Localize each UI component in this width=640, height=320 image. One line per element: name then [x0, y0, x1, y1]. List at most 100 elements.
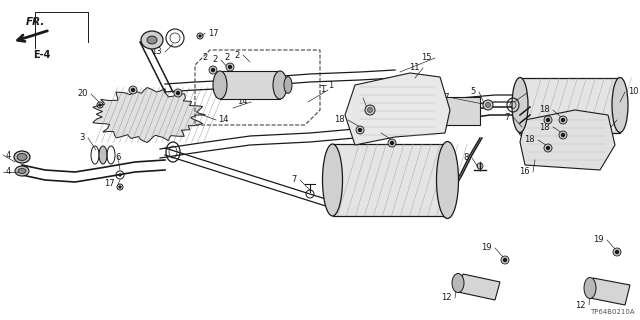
- Text: 2: 2: [212, 55, 218, 65]
- Text: 1: 1: [320, 85, 325, 94]
- Text: 4: 4: [6, 167, 12, 177]
- Circle shape: [390, 141, 394, 145]
- Circle shape: [547, 147, 550, 149]
- Text: 19: 19: [481, 244, 492, 252]
- Text: 6: 6: [115, 153, 121, 162]
- Polygon shape: [345, 73, 450, 145]
- Circle shape: [487, 104, 489, 106]
- Text: 1: 1: [328, 81, 333, 90]
- Text: 11: 11: [410, 63, 420, 73]
- Circle shape: [356, 126, 364, 134]
- Text: 19: 19: [593, 236, 604, 244]
- Circle shape: [199, 35, 201, 37]
- Text: 18: 18: [334, 116, 345, 124]
- Circle shape: [129, 86, 137, 94]
- Circle shape: [613, 248, 621, 256]
- Text: 18: 18: [540, 123, 550, 132]
- Text: 16: 16: [520, 167, 530, 177]
- Polygon shape: [458, 274, 500, 300]
- Ellipse shape: [436, 141, 458, 219]
- Ellipse shape: [147, 36, 157, 44]
- Circle shape: [228, 66, 232, 68]
- Circle shape: [99, 104, 101, 106]
- Text: E-4: E-4: [33, 50, 51, 60]
- Circle shape: [501, 256, 509, 264]
- FancyBboxPatch shape: [333, 144, 447, 216]
- Circle shape: [504, 259, 506, 261]
- Text: 15: 15: [422, 53, 432, 62]
- Text: 20: 20: [77, 90, 88, 99]
- Text: 14: 14: [218, 116, 228, 124]
- Text: 12: 12: [442, 293, 452, 302]
- Ellipse shape: [15, 166, 29, 176]
- Circle shape: [547, 118, 550, 122]
- Ellipse shape: [99, 146, 107, 164]
- Text: TP64B0210A: TP64B0210A: [590, 309, 635, 315]
- Circle shape: [226, 63, 234, 71]
- Circle shape: [388, 139, 396, 147]
- Ellipse shape: [323, 144, 342, 216]
- Text: 13: 13: [152, 47, 162, 57]
- Circle shape: [119, 174, 121, 176]
- Text: 17: 17: [440, 93, 450, 102]
- FancyBboxPatch shape: [390, 97, 480, 125]
- Ellipse shape: [365, 105, 375, 115]
- Ellipse shape: [367, 108, 372, 113]
- Circle shape: [369, 109, 371, 111]
- Circle shape: [119, 186, 121, 188]
- Circle shape: [559, 116, 567, 124]
- Ellipse shape: [17, 154, 27, 161]
- Circle shape: [544, 144, 552, 152]
- Text: 12: 12: [575, 300, 586, 309]
- Text: 10: 10: [628, 87, 639, 97]
- Text: 2: 2: [202, 53, 207, 62]
- Circle shape: [211, 68, 214, 71]
- Circle shape: [177, 92, 179, 94]
- Text: 2: 2: [225, 53, 230, 62]
- Text: 18: 18: [367, 129, 378, 138]
- Polygon shape: [93, 87, 205, 142]
- FancyBboxPatch shape: [520, 77, 620, 132]
- Text: 14: 14: [237, 98, 248, 107]
- Text: 17: 17: [208, 28, 219, 37]
- Circle shape: [358, 129, 362, 132]
- Text: 4: 4: [6, 150, 12, 159]
- Text: 5: 5: [355, 93, 360, 102]
- Polygon shape: [590, 278, 630, 305]
- Ellipse shape: [273, 71, 287, 99]
- Circle shape: [559, 131, 567, 139]
- Circle shape: [561, 118, 564, 122]
- Ellipse shape: [452, 274, 464, 292]
- Ellipse shape: [483, 100, 493, 110]
- Text: 7: 7: [504, 113, 510, 122]
- Text: 18: 18: [540, 106, 550, 115]
- Circle shape: [209, 66, 217, 74]
- Text: 2: 2: [235, 51, 240, 60]
- Polygon shape: [520, 110, 615, 170]
- Ellipse shape: [141, 31, 163, 49]
- Text: FR.: FR.: [26, 17, 45, 27]
- Text: 5: 5: [471, 87, 476, 97]
- Text: 8: 8: [620, 116, 625, 124]
- Ellipse shape: [486, 102, 490, 108]
- Ellipse shape: [213, 71, 227, 99]
- Text: 17: 17: [104, 180, 115, 188]
- Circle shape: [174, 89, 182, 97]
- Circle shape: [477, 163, 483, 169]
- Ellipse shape: [14, 151, 30, 163]
- Circle shape: [544, 116, 552, 124]
- Circle shape: [131, 89, 134, 92]
- Ellipse shape: [284, 76, 292, 93]
- Circle shape: [561, 133, 564, 137]
- Ellipse shape: [612, 77, 628, 132]
- Circle shape: [609, 125, 615, 131]
- Text: 8: 8: [463, 154, 469, 163]
- Circle shape: [616, 251, 618, 253]
- FancyBboxPatch shape: [220, 71, 280, 99]
- Text: 18: 18: [524, 135, 535, 145]
- Ellipse shape: [584, 277, 596, 299]
- Text: 9: 9: [519, 89, 524, 98]
- Text: 7: 7: [292, 175, 297, 185]
- Text: 3: 3: [79, 133, 85, 142]
- Ellipse shape: [18, 169, 26, 173]
